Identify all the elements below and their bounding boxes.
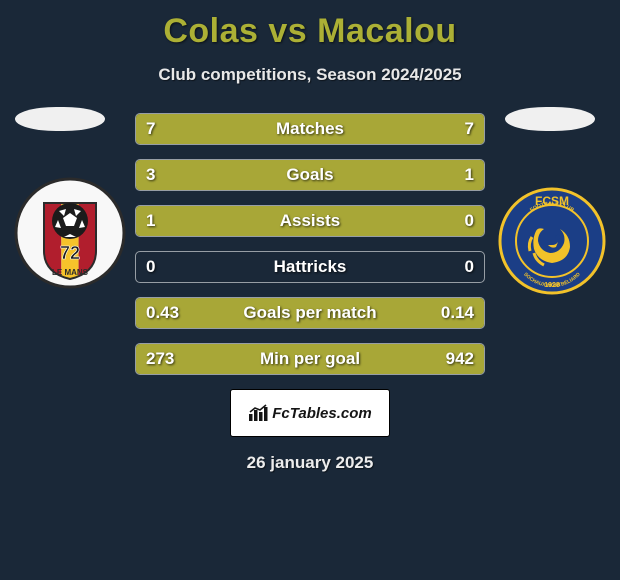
stats-list: 77Matches 31Goals 10Assists 00Hattricks 0.43… — [135, 107, 485, 375]
watermark-text: FcTables.com — [272, 405, 371, 422]
stat-row: 10Assists — [135, 205, 485, 237]
comparison-panel: 72 LE MANS FCSM FOOTBALL CLUB SOCHAUX-MO… — [0, 107, 620, 473]
club-logo-left: 72 LE MANS — [14, 177, 126, 289]
watermark-badge: FcTables.com — [230, 389, 390, 437]
player-left-avatar-placeholder — [15, 107, 105, 131]
stat-row: 0.430.14Goals per match — [135, 297, 485, 329]
sochaux-logo-icon: FCSM FOOTBALL CLUB SOCHAUX-MONTBÉLIARD 1… — [498, 187, 606, 295]
club-logo-right: FCSM FOOTBALL CLUB SOCHAUX-MONTBÉLIARD 1… — [498, 187, 606, 295]
svg-text:72: 72 — [60, 243, 80, 263]
stat-label: Assists — [136, 206, 484, 236]
page-title: Colas vs Macalou — [0, 0, 620, 51]
page-subtitle: Club competitions, Season 2024/2025 — [0, 65, 620, 85]
chart-icon — [248, 404, 268, 422]
stat-label: Matches — [136, 114, 484, 144]
stat-label: Min per goal — [136, 344, 484, 374]
le-mans-logo-icon: 72 LE MANS — [14, 177, 126, 289]
stat-label: Hattricks — [136, 252, 484, 282]
stat-label: Goals per match — [136, 298, 484, 328]
stat-row: 273942Min per goal — [135, 343, 485, 375]
svg-text:LE MANS: LE MANS — [52, 268, 89, 277]
stat-label: Goals — [136, 160, 484, 190]
footer-date: 26 january 2025 — [0, 453, 620, 473]
stat-row: 31Goals — [135, 159, 485, 191]
player-right-avatar-placeholder — [505, 107, 595, 131]
stat-row: 77Matches — [135, 113, 485, 145]
svg-text:1928: 1928 — [544, 282, 560, 289]
stat-row: 00Hattricks — [135, 251, 485, 283]
